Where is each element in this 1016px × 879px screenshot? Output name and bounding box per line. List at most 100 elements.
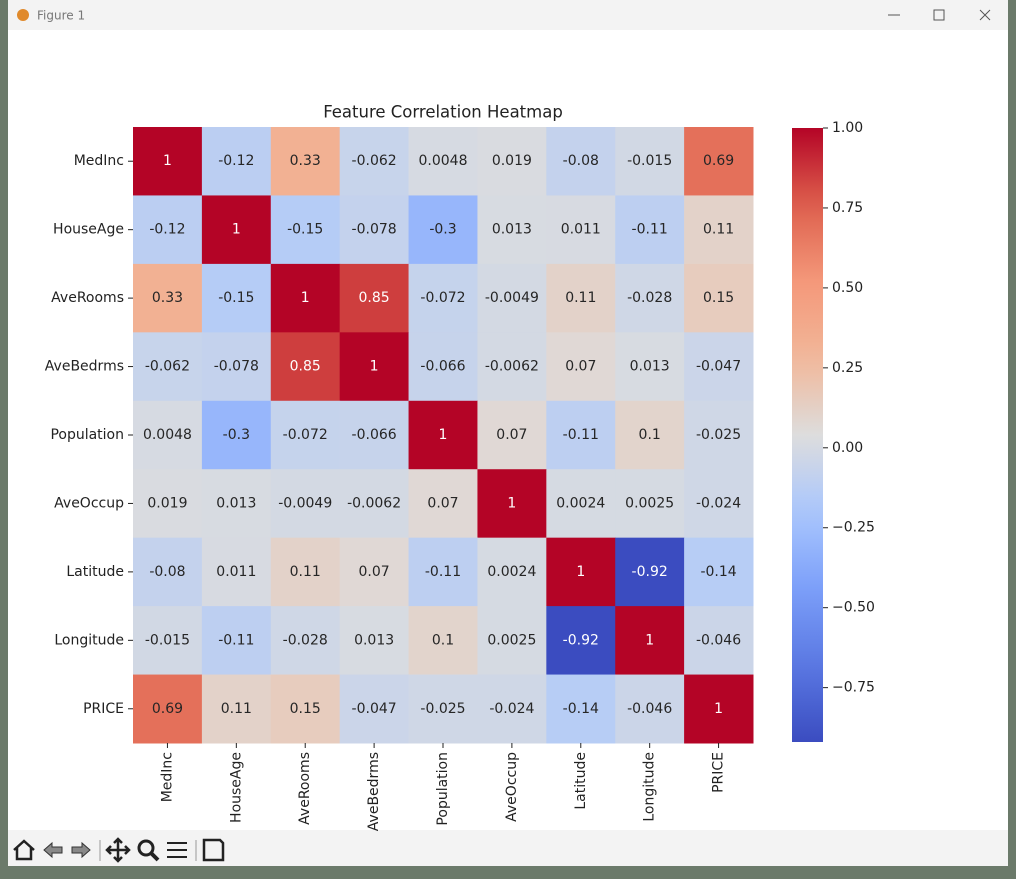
cell-label: -0.028	[627, 290, 672, 306]
heatmap-cell	[339, 195, 410, 265]
cell-label: -0.0049	[485, 290, 539, 306]
zoom-button[interactable]	[137, 839, 155, 857]
heatmap-cell	[270, 400, 341, 470]
heatmap-cell	[408, 400, 478, 470]
cell-label: -0.0062	[347, 495, 401, 511]
cell-label: 1	[576, 564, 585, 580]
save-button[interactable]	[202, 838, 225, 862]
cell-label: 0.15	[290, 701, 321, 717]
zoom-handle	[149, 851, 160, 862]
heatmap-cell	[270, 263, 341, 333]
cell-label: 0.85	[359, 290, 390, 306]
heatmap-cell	[270, 332, 341, 402]
heatmap-cell	[615, 537, 685, 607]
heatmap-cell	[684, 469, 754, 539]
cell-label: -0.15	[287, 222, 323, 238]
heatmap-cell	[615, 332, 685, 402]
cell-label: 1	[714, 701, 723, 717]
heatmap-cell	[270, 195, 341, 265]
x-tick-label: AveOccup	[504, 752, 520, 822]
cell-label: 0.013	[216, 495, 256, 511]
heatmap-cell	[133, 332, 203, 402]
back-button[interactable]	[43, 841, 63, 859]
cell-label: -0.08	[563, 153, 599, 169]
cell-label: -0.14	[563, 701, 599, 717]
heatmap-cell	[684, 332, 754, 402]
close-button[interactable]	[979, 9, 991, 21]
cell-label: 0.33	[290, 153, 321, 169]
heatmap-cell	[408, 127, 478, 196]
heatmap-cell	[270, 469, 341, 539]
heatmap-cell	[201, 332, 272, 402]
pan-button[interactable]	[105, 837, 131, 863]
heatmap-cell	[684, 537, 754, 607]
y-tick-label: HouseAge	[53, 222, 124, 238]
x-tick-label: Latitude	[573, 752, 589, 810]
heatmap-cell	[546, 195, 616, 265]
toolbar	[13, 837, 225, 863]
cell-label: -0.92	[563, 632, 599, 648]
heatmap-cell	[615, 263, 685, 333]
colorbar-tick-label: −0.75	[832, 680, 875, 696]
heatmap-cell	[339, 674, 410, 744]
heatmap-cell	[133, 537, 203, 607]
cell-label: -0.046	[696, 632, 741, 648]
cell-label: 0.013	[354, 632, 394, 648]
cell-label: 0.0048	[419, 153, 468, 169]
y-tick-label: PRICE	[83, 701, 124, 717]
forward-button[interactable]	[71, 841, 91, 859]
cell-label: 0.07	[427, 495, 458, 511]
cell-label: 0.07	[359, 564, 390, 580]
cell-label: -0.066	[420, 359, 465, 375]
cell-label: 0.1	[432, 632, 454, 648]
cell-label: 0.011	[561, 222, 601, 238]
heatmap-cell	[477, 400, 547, 470]
heatmap-cell	[408, 332, 478, 402]
colorbar-tick-label: 1.00	[832, 120, 863, 136]
cell-label: -0.12	[149, 222, 185, 238]
y-tick-label: AveRooms	[51, 290, 124, 306]
cell-label: -0.066	[352, 427, 397, 443]
cell-label: 0.69	[703, 153, 734, 169]
colorbar-tick-label: 0.00	[832, 440, 863, 456]
cell-label: 0.11	[290, 564, 321, 580]
heatmap-cell	[684, 127, 754, 196]
cell-label: 1	[645, 632, 654, 648]
heatmap-cell	[270, 127, 341, 196]
cell-label: -0.024	[696, 495, 741, 511]
x-tick-label: AveBedrms	[366, 752, 382, 831]
heatmap-cell	[133, 127, 203, 196]
heatmap-cell	[270, 606, 341, 676]
heatmap-cell	[477, 537, 547, 607]
cell-label: -0.92	[632, 564, 668, 580]
cell-label: 0.019	[147, 495, 187, 511]
heatmap-cell	[339, 263, 410, 333]
cell-label: 0.013	[630, 359, 670, 375]
heatmap-cell	[546, 332, 616, 402]
configure-button[interactable]	[167, 842, 187, 858]
heatmap-cell	[201, 674, 272, 744]
heatmap-cell	[684, 263, 754, 333]
cell-label: 0.0048	[143, 427, 192, 443]
heatmap-cell	[408, 674, 478, 744]
cell-label: 1	[507, 495, 516, 511]
heatmap-cell	[201, 263, 272, 333]
heatmap-cell	[684, 400, 754, 470]
cell-label: -0.062	[145, 359, 190, 375]
maximize-button[interactable]	[933, 9, 945, 21]
cell-label: -0.078	[214, 359, 259, 375]
heatmap-cell	[615, 674, 685, 744]
heatmap-cell	[477, 469, 547, 539]
cell-label: -0.072	[283, 427, 328, 443]
cell-label: -0.12	[218, 153, 254, 169]
heatmap-cell	[684, 606, 754, 676]
home-button[interactable]	[13, 839, 35, 861]
cell-label: 1	[439, 427, 448, 443]
heatmap-cell	[477, 195, 547, 265]
heatmap-cell	[684, 195, 754, 265]
heatmap-cell	[339, 127, 410, 196]
y-tick-label: MedInc	[74, 153, 124, 169]
x-tick-label: PRICE	[711, 752, 727, 793]
x-tick-label: AveRooms	[297, 752, 313, 825]
cell-label: 0.33	[152, 290, 183, 306]
